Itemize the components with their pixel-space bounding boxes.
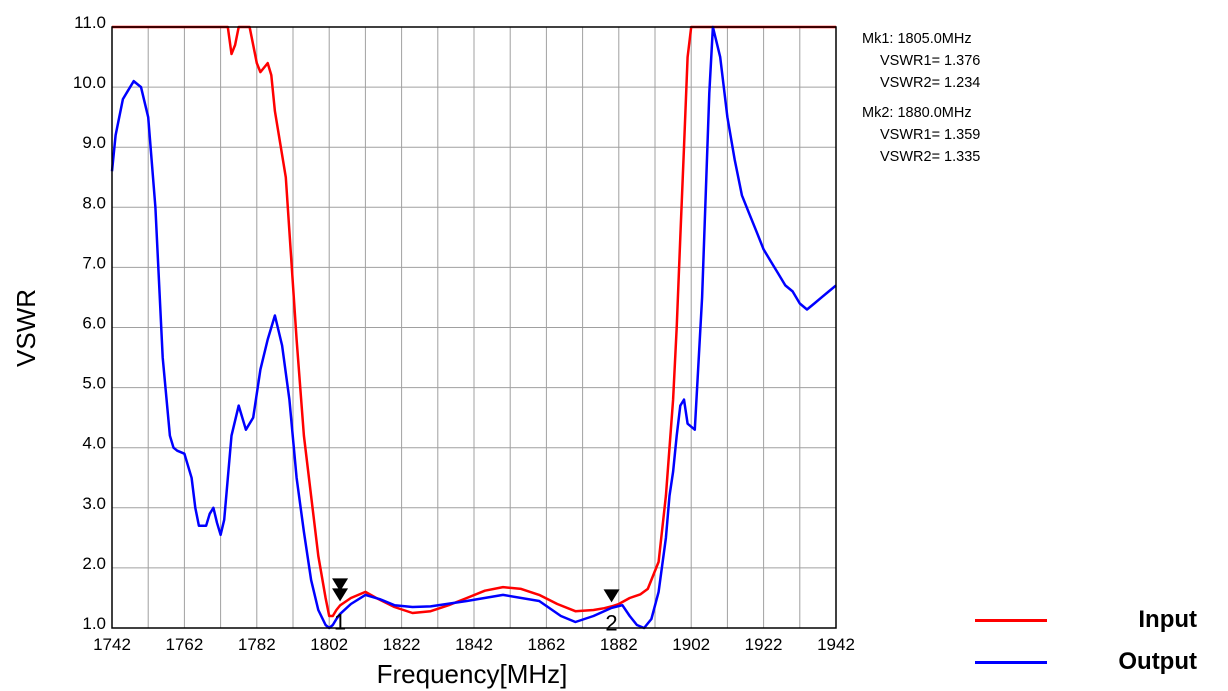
y-axis-label: VSWR	[11, 289, 41, 367]
x-tick-label: 1762	[165, 635, 203, 654]
legend-label-output: Output	[1118, 648, 1197, 675]
y-tick-label: 3.0	[82, 494, 106, 513]
y-tick-label: 6.0	[82, 314, 106, 333]
series-lines	[110, 25, 837, 630]
tick-labels: 1742 1762 1782 1802 1822 1842 1862 1882 1902 1922…	[73, 13, 855, 654]
x-tick-label: 1882	[600, 635, 638, 654]
marker-2-triangle	[603, 589, 620, 603]
y-tick-label: 1.0	[82, 614, 106, 633]
marker-readout-panel: Mk1: 1805.0MHz VSWR1= 1.376 VSWR2= 1.234…	[862, 28, 980, 176]
plot-frame	[111, 26, 837, 629]
marker-2-label: 2	[605, 610, 617, 635]
marker-1-vswr1: VSWR1= 1.376	[880, 53, 981, 69]
y-tick-label: 10.0	[73, 73, 106, 92]
y-tick-label: 5.0	[82, 374, 106, 393]
x-tick-label: 1782	[238, 635, 276, 654]
marker-2-vswr1: VSWR1= 1.359	[880, 127, 981, 143]
y-tick-label: 9.0	[82, 133, 106, 152]
series-line-output	[110, 25, 837, 630]
legend-item-output: Output	[975, 642, 1215, 684]
x-tick-label: 1802	[310, 635, 348, 654]
marker-1-triangle	[332, 578, 349, 592]
y-tick-label: 7.0	[82, 253, 106, 272]
x-tick-label: 1902	[672, 635, 710, 654]
legend-swatch-output	[975, 661, 1047, 664]
x-tick-label: 1862	[527, 635, 565, 654]
y-tick-label: 11.0	[74, 13, 106, 32]
marker-1-label: 1	[334, 609, 346, 634]
marker-2-title: Mk2: 1880.0MHz	[862, 105, 972, 121]
x-tick-label: 1942	[817, 635, 855, 654]
x-tick-label: 1922	[745, 635, 783, 654]
marker-1-readout: Mk1: 1805.0MHz VSWR1= 1.376 VSWR2= 1.234	[862, 28, 980, 94]
legend-label-input: Input	[1138, 606, 1197, 633]
x-tick-label: 1842	[455, 635, 493, 654]
x-tick-label: 1822	[383, 635, 421, 654]
legend: Input Output	[975, 600, 1215, 684]
marker-2-vswr2: VSWR2= 1.335	[880, 149, 981, 165]
marker-1-vswr2: VSWR2= 1.234	[880, 75, 981, 91]
series-line-input	[112, 25, 836, 618]
marker-2-readout: Mk2: 1880.0MHz VSWR1= 1.359 VSWR2= 1.335	[862, 102, 980, 168]
legend-item-input: Input	[975, 600, 1215, 642]
y-tick-label: 8.0	[82, 193, 106, 212]
legend-swatch-input	[975, 619, 1047, 622]
grid	[111, 26, 837, 629]
marker-1-title: Mk1: 1805.0MHz	[862, 31, 972, 47]
y-tick-label: 4.0	[82, 434, 106, 453]
marker-1-triangle	[332, 588, 349, 602]
y-tick-label: 2.0	[82, 554, 106, 573]
x-tick-label: 1742	[93, 635, 131, 654]
x-axis-label: Frequency[MHz]	[377, 659, 568, 689]
